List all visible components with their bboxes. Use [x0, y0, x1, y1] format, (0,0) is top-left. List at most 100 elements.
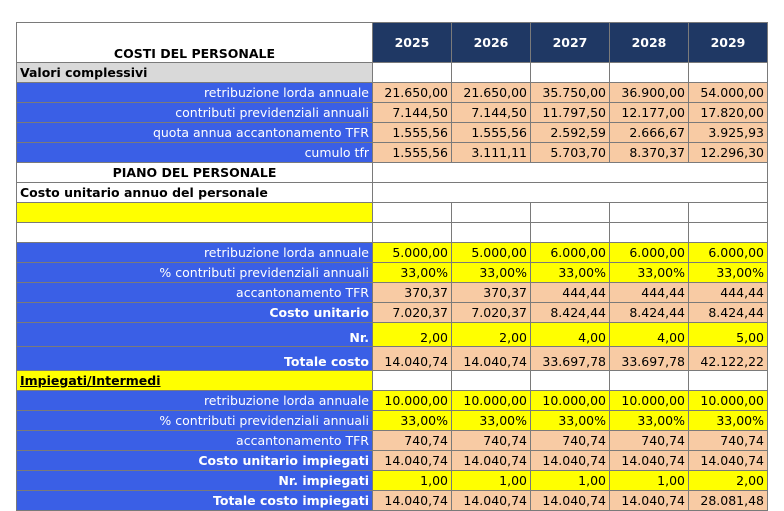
value-cell[interactable]: 7.020,37 [372, 302, 452, 323]
value-cell[interactable]: 33,00% [372, 410, 452, 431]
value-cell[interactable]: 370,37 [372, 282, 452, 303]
value-cell[interactable] [530, 222, 610, 243]
value-cell[interactable]: 1,00 [451, 470, 531, 491]
value-cell[interactable]: 10.000,00 [530, 390, 610, 411]
value-cell[interactable]: 33,00% [609, 410, 689, 431]
value-cell[interactable]: 740,74 [451, 430, 531, 451]
value-cell[interactable]: 8.424,44 [609, 302, 689, 323]
value-cell[interactable]: 5.000,00 [451, 242, 531, 263]
value-cell[interactable]: 14.040,74 [530, 490, 610, 511]
value-cell[interactable]: 14.040,74 [609, 490, 689, 511]
value-cell[interactable]: 54.000,00 [688, 82, 768, 103]
value-cell[interactable] [372, 202, 452, 223]
value-cell[interactable]: 8.370,37 [609, 142, 689, 163]
value-cell[interactable] [451, 370, 531, 391]
value-cell[interactable]: 21.650,00 [451, 82, 531, 103]
value-cell[interactable]: 8.424,44 [530, 302, 610, 323]
value-cell[interactable]: 11.797,50 [530, 102, 610, 123]
value-cell[interactable]: 33,00% [609, 262, 689, 283]
value-cell[interactable] [372, 370, 452, 391]
value-cell[interactable] [530, 202, 610, 223]
value-cell[interactable] [609, 202, 689, 223]
value-cell[interactable]: 7.144,50 [451, 102, 531, 123]
value-cell[interactable]: 8.424,44 [688, 302, 768, 323]
value-cell[interactable] [609, 222, 689, 243]
value-cell[interactable]: 7.144,50 [372, 102, 452, 123]
value-cell[interactable]: 36.900,00 [609, 82, 689, 103]
year-header[interactable]: 2028 [609, 22, 689, 63]
value-cell[interactable]: 3.925,93 [688, 122, 768, 143]
value-cell[interactable]: 6.000,00 [609, 242, 689, 263]
value-cell[interactable] [688, 202, 768, 223]
value-cell[interactable]: 33,00% [530, 410, 610, 431]
value-cell[interactable]: 10.000,00 [451, 390, 531, 411]
value-cell[interactable]: 10.000,00 [372, 390, 452, 411]
value-cell[interactable]: 5.000,00 [372, 242, 452, 263]
value-cell[interactable]: 1,00 [372, 470, 452, 491]
year-header[interactable]: 2027 [530, 22, 610, 63]
value-cell[interactable]: 33,00% [372, 262, 452, 283]
value-cell[interactable]: 14.040,74 [372, 490, 452, 511]
value-cell[interactable]: 2.592,59 [530, 122, 610, 143]
value-cell[interactable]: 14.040,74 [451, 450, 531, 471]
value-cell[interactable]: 35.750,00 [530, 82, 610, 103]
value-cell[interactable]: 5,00 [688, 322, 768, 347]
value-cell[interactable]: 14.040,74 [372, 450, 452, 471]
year-header[interactable]: 2029 [688, 22, 768, 63]
value-cell[interactable]: 3.111,11 [451, 142, 531, 163]
value-cell[interactable]: 2,00 [451, 322, 531, 347]
value-cell[interactable]: 1.555,56 [372, 122, 452, 143]
value-cell[interactable]: 1.555,56 [372, 142, 452, 163]
value-cell[interactable]: 1.555,56 [451, 122, 531, 143]
value-cell[interactable]: 740,74 [372, 430, 452, 451]
value-cell[interactable] [688, 62, 768, 83]
value-cell[interactable]: 33,00% [451, 262, 531, 283]
value-cell[interactable] [530, 370, 610, 391]
value-cell[interactable] [372, 62, 452, 83]
value-cell[interactable]: 10.000,00 [688, 390, 768, 411]
value-cell[interactable] [372, 222, 452, 243]
value-cell[interactable]: 4,00 [609, 322, 689, 347]
value-cell[interactable]: 33,00% [688, 262, 768, 283]
value-cell[interactable]: 4,00 [530, 322, 610, 347]
value-cell[interactable]: 7.020,37 [451, 302, 531, 323]
value-cell[interactable]: 33,00% [530, 262, 610, 283]
value-cell[interactable] [372, 182, 768, 203]
year-header[interactable]: 2025 [372, 22, 452, 63]
value-cell[interactable] [688, 370, 768, 391]
value-cell[interactable]: 14.040,74 [372, 346, 452, 371]
value-cell[interactable]: 370,37 [451, 282, 531, 303]
year-header[interactable]: 2026 [451, 22, 531, 63]
value-cell[interactable]: 12.177,00 [609, 102, 689, 123]
value-cell[interactable] [372, 162, 768, 183]
value-cell[interactable]: 6.000,00 [688, 242, 768, 263]
value-cell[interactable] [609, 62, 689, 83]
value-cell[interactable]: 444,44 [609, 282, 689, 303]
value-cell[interactable]: 17.820,00 [688, 102, 768, 123]
value-cell[interactable]: 444,44 [688, 282, 768, 303]
value-cell[interactable]: 28.081,48 [688, 490, 768, 511]
value-cell[interactable]: 740,74 [530, 430, 610, 451]
value-cell[interactable] [688, 222, 768, 243]
value-cell[interactable]: 14.040,74 [609, 450, 689, 471]
value-cell[interactable] [451, 222, 531, 243]
value-cell[interactable]: 10.000,00 [609, 390, 689, 411]
value-cell[interactable]: 444,44 [530, 282, 610, 303]
value-cell[interactable]: 2,00 [372, 322, 452, 347]
value-cell[interactable]: 33.697,78 [609, 346, 689, 371]
value-cell[interactable]: 2,00 [688, 470, 768, 491]
value-cell[interactable] [609, 370, 689, 391]
value-cell[interactable]: 21.650,00 [372, 82, 452, 103]
value-cell[interactable]: 12.296,30 [688, 142, 768, 163]
value-cell[interactable]: 14.040,74 [530, 450, 610, 471]
value-cell[interactable]: 42.122,22 [688, 346, 768, 371]
value-cell[interactable] [530, 62, 610, 83]
value-cell[interactable]: 1,00 [609, 470, 689, 491]
value-cell[interactable]: 33,00% [688, 410, 768, 431]
value-cell[interactable]: 1,00 [530, 470, 610, 491]
value-cell[interactable]: 740,74 [609, 430, 689, 451]
value-cell[interactable]: 14.040,74 [451, 490, 531, 511]
value-cell[interactable]: 2.666,67 [609, 122, 689, 143]
value-cell[interactable]: 14.040,74 [688, 450, 768, 471]
value-cell[interactable]: 740,74 [688, 430, 768, 451]
